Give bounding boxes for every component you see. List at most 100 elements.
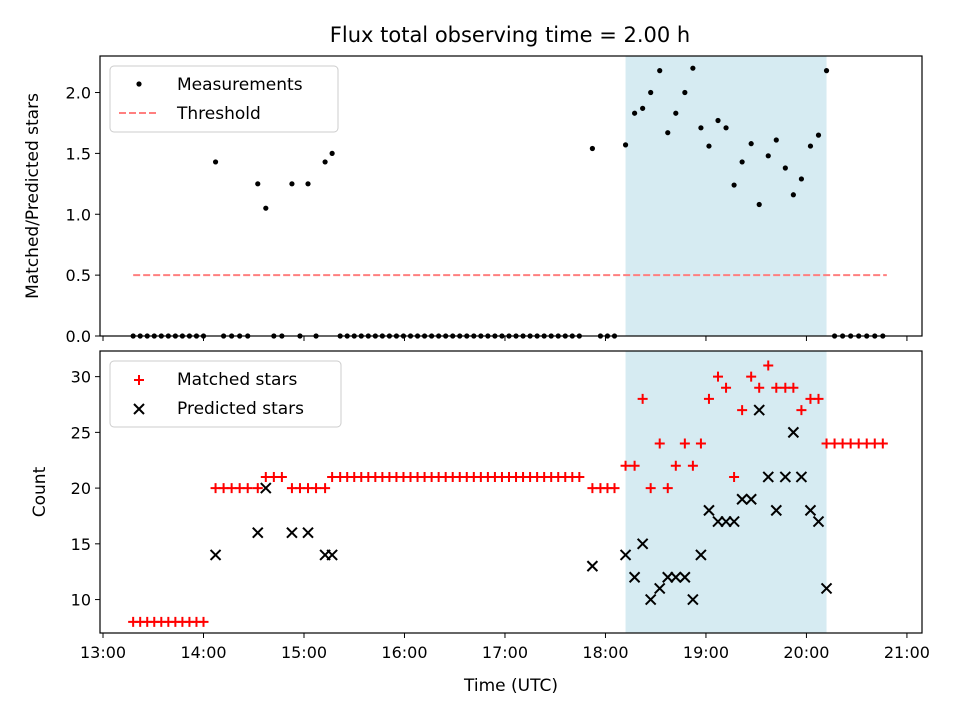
measurement-point xyxy=(723,125,729,131)
top-y-tick-label: 0.0 xyxy=(66,327,91,346)
predicted-star-point xyxy=(636,538,649,550)
predicted-star-point xyxy=(260,482,272,494)
measurement-point xyxy=(589,145,595,152)
legend-matched-marker xyxy=(134,375,144,385)
matched-star-point xyxy=(877,438,888,449)
bottom-panel: 10 15 20 25 30 13:00 14:00 15:00 16:00 17:00 18:00… xyxy=(30,350,930,696)
top-y-tick-label: 0.5 xyxy=(66,266,91,285)
measurement-point xyxy=(255,181,261,187)
matched-star-point xyxy=(763,360,774,371)
measurement-point xyxy=(798,176,805,182)
matched-star-point xyxy=(654,438,665,449)
predicted-star-point xyxy=(753,404,765,416)
predicted-star-point xyxy=(779,471,792,483)
top-legend-box xyxy=(109,65,339,133)
predicted-star-point xyxy=(795,471,808,483)
legend-measurements-dot xyxy=(136,81,142,87)
matched-star-point xyxy=(320,483,331,494)
measurement-point xyxy=(739,159,745,165)
measurement-point xyxy=(263,205,269,211)
predicted-star-point xyxy=(820,582,833,595)
measurement-point xyxy=(690,65,696,71)
predicted-star-point xyxy=(687,593,699,606)
matched-star-point xyxy=(713,371,724,382)
bottom-axes-frame xyxy=(99,350,923,634)
top-y-tick-label: 1.0 xyxy=(66,205,91,224)
measurement-point xyxy=(756,201,762,208)
legend-matched-label: Matched stars xyxy=(177,370,297,390)
matched-star-point xyxy=(670,460,681,471)
bottom-x-tick-label: 14:00 xyxy=(180,643,226,662)
bottom-x-tick-label: 20:00 xyxy=(783,643,829,662)
measurement-point xyxy=(815,132,822,138)
legend-measurements-label: Measurements xyxy=(177,75,303,95)
predicted-star-point xyxy=(619,549,632,561)
predicted-star-point xyxy=(252,526,264,539)
predicted-star-point xyxy=(770,504,782,517)
matched-star-point xyxy=(754,382,765,393)
predicted-star-point xyxy=(787,426,800,439)
measurement-point xyxy=(682,89,688,96)
top-observing-window-shade xyxy=(625,56,827,336)
legend-predicted-marker xyxy=(133,403,145,415)
matched-star-point xyxy=(796,405,807,416)
matched-star-point xyxy=(620,460,631,471)
bottom-legend: Matched stars Predicted stars xyxy=(109,360,342,428)
matched-star-point xyxy=(703,393,714,404)
matched-star-point xyxy=(687,460,698,471)
predicted-star-point xyxy=(679,571,691,583)
bottom-y-tick-label: 25 xyxy=(71,423,91,442)
measurement-point xyxy=(731,182,737,188)
measurement-point xyxy=(706,143,712,149)
measurement-point xyxy=(632,110,638,116)
bottom-x-tick-label: 15:00 xyxy=(281,643,327,662)
predicted-star-point xyxy=(745,493,757,505)
matched-star-point xyxy=(729,471,740,482)
measurement-point xyxy=(657,68,663,74)
measurement-point xyxy=(698,125,704,131)
bottom-x-tick-label: 19:00 xyxy=(683,643,729,662)
matched-star-point xyxy=(662,483,673,494)
predicted-star-point xyxy=(695,549,707,561)
matched-star-point xyxy=(637,393,648,404)
measurement-point xyxy=(640,105,646,111)
measurement-point xyxy=(622,142,629,148)
bottom-x-tick-label: 16:00 xyxy=(381,643,427,662)
top-y-axis-label: Matched/Predicted stars xyxy=(23,93,43,299)
measurement-point xyxy=(807,143,814,149)
matched-star-point xyxy=(721,382,732,393)
measurement-point xyxy=(289,181,295,187)
matched-star-point xyxy=(574,471,585,482)
matched-star-point xyxy=(311,483,322,494)
predicted-star-point xyxy=(736,493,748,505)
matched-star-point xyxy=(788,382,799,393)
predicted-star-point xyxy=(326,549,338,561)
matched-star-point xyxy=(679,438,690,449)
measurement-point xyxy=(748,141,754,147)
predicted-star-point xyxy=(728,515,740,528)
measurement-point xyxy=(715,117,721,124)
bottom-observing-window-shade xyxy=(625,351,827,633)
matched-star-point xyxy=(252,483,263,494)
top-legend: Measurements Threshold xyxy=(109,65,339,133)
measurement-point xyxy=(329,150,335,156)
matched-star-point xyxy=(609,483,620,494)
bottom-y-tick-label: 15 xyxy=(71,535,91,554)
x-axis-label: Time (UTC) xyxy=(463,676,558,696)
predicted-star-point xyxy=(302,526,314,539)
measurement-point xyxy=(648,89,654,96)
top-y-tick-label: 1.5 xyxy=(66,144,91,163)
top-axes-frame xyxy=(99,55,923,337)
matched-star-point xyxy=(198,616,209,627)
measurement-point xyxy=(782,165,788,171)
measurement-point xyxy=(212,159,219,165)
bottom-y-axis-label: Count xyxy=(30,466,50,517)
matched-star-point xyxy=(695,438,706,449)
chart-title: Flux total observing time = 2.00 h xyxy=(330,23,690,47)
predicted-star-point xyxy=(209,549,222,561)
matched-star-point xyxy=(629,460,640,471)
predicted-star-point xyxy=(804,504,817,517)
bottom-x-tick-label: 18:00 xyxy=(582,643,628,662)
matched-star-point xyxy=(737,405,748,416)
